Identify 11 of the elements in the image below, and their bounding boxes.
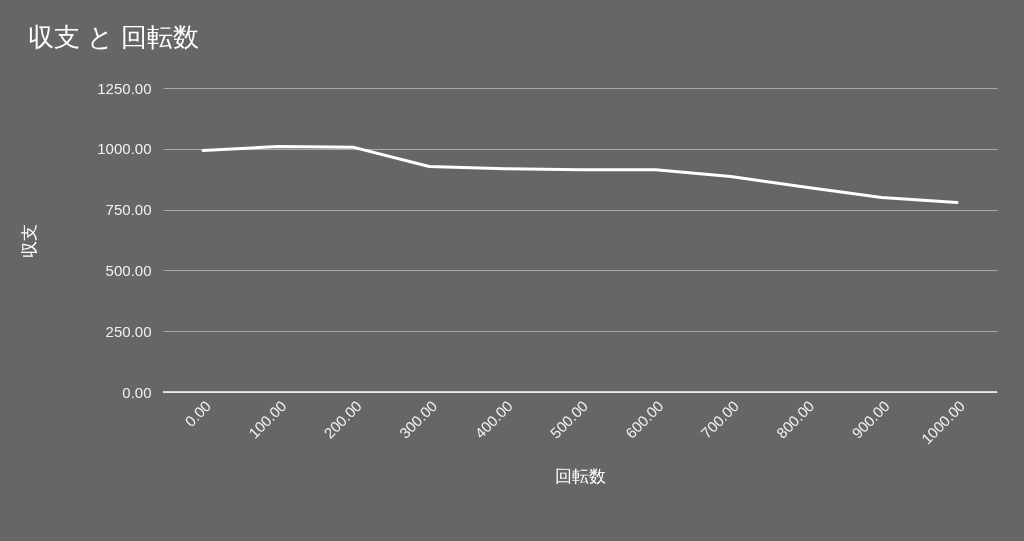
- y-tick-label: 750.00: [105, 201, 152, 219]
- y-tick-label: 500.00: [105, 261, 152, 279]
- line-series: [201, 145, 959, 205]
- x-tick-label: 0.00: [181, 397, 215, 430]
- y-tick-label: 0.00: [122, 383, 152, 401]
- y-axis-title: 収支: [20, 223, 40, 258]
- x-axis-title: 回転数: [555, 467, 606, 487]
- y-tick-label: 1250.00: [97, 79, 152, 97]
- y-tick-label: 1000.00: [97, 140, 152, 158]
- y-tick-label: 250.00: [105, 322, 152, 340]
- chart-title: 収支 と 回転数: [28, 22, 200, 52]
